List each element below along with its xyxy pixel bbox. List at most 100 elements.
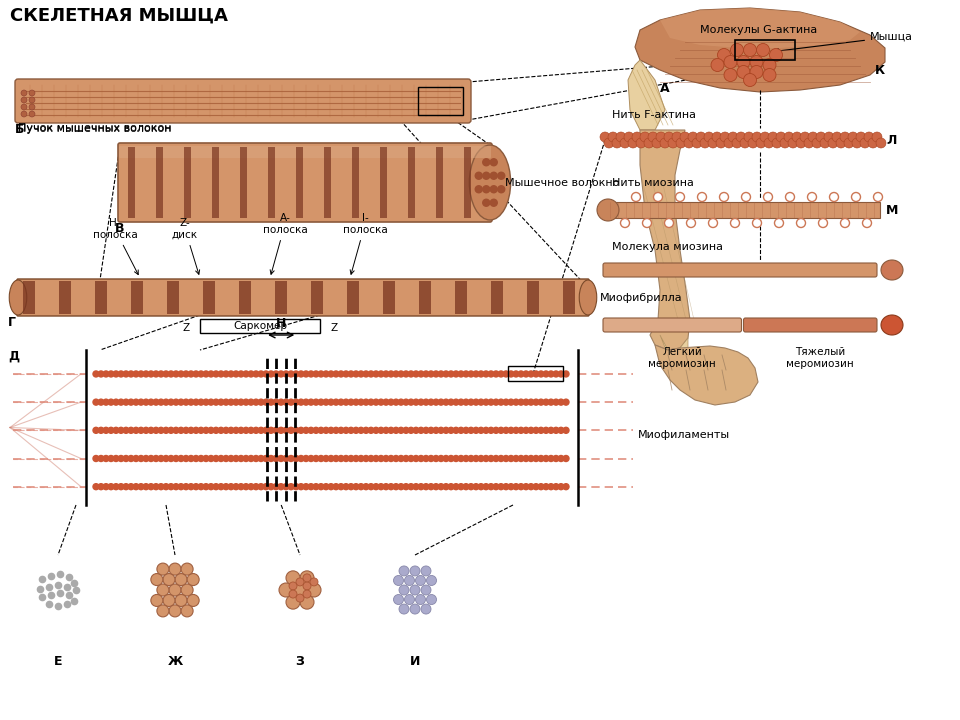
- Circle shape: [108, 484, 114, 490]
- Bar: [240, 147, 247, 218]
- Circle shape: [797, 218, 805, 228]
- Circle shape: [218, 371, 224, 377]
- Text: Миофибрилла: Миофибрилла: [600, 292, 683, 302]
- Circle shape: [253, 456, 259, 462]
- Circle shape: [421, 566, 431, 576]
- Circle shape: [148, 427, 154, 433]
- Circle shape: [473, 399, 479, 405]
- Circle shape: [178, 484, 184, 490]
- Circle shape: [288, 371, 294, 377]
- Bar: [352, 147, 359, 218]
- Circle shape: [852, 192, 860, 202]
- Circle shape: [543, 427, 549, 433]
- Text: Z: Z: [330, 323, 337, 333]
- Circle shape: [268, 456, 274, 462]
- FancyBboxPatch shape: [603, 318, 741, 332]
- Circle shape: [844, 138, 854, 148]
- Circle shape: [518, 427, 524, 433]
- Circle shape: [303, 574, 311, 582]
- Circle shape: [488, 399, 494, 405]
- Circle shape: [348, 427, 354, 433]
- Circle shape: [491, 186, 497, 193]
- Circle shape: [21, 111, 27, 117]
- Circle shape: [108, 427, 114, 433]
- Circle shape: [503, 427, 509, 433]
- Circle shape: [398, 427, 404, 433]
- Bar: [436, 147, 443, 218]
- Text: Ж: Ж: [167, 655, 182, 668]
- Circle shape: [181, 605, 193, 617]
- Circle shape: [528, 456, 534, 462]
- Circle shape: [548, 456, 554, 462]
- Text: Z-
диск: Z- диск: [172, 218, 200, 274]
- Circle shape: [458, 399, 464, 405]
- Circle shape: [138, 371, 144, 377]
- Circle shape: [173, 371, 179, 377]
- Circle shape: [421, 604, 431, 614]
- Circle shape: [248, 371, 254, 377]
- Circle shape: [528, 371, 534, 377]
- Circle shape: [128, 427, 134, 433]
- Circle shape: [243, 371, 249, 377]
- Circle shape: [128, 399, 134, 405]
- Circle shape: [143, 399, 149, 405]
- Circle shape: [483, 186, 490, 193]
- Circle shape: [188, 484, 194, 490]
- Text: И: И: [410, 655, 420, 668]
- Circle shape: [203, 484, 209, 490]
- Circle shape: [563, 484, 569, 490]
- Circle shape: [158, 399, 164, 405]
- Circle shape: [203, 456, 209, 462]
- Bar: [464, 147, 471, 218]
- Circle shape: [358, 427, 364, 433]
- Circle shape: [303, 399, 309, 405]
- Circle shape: [523, 427, 529, 433]
- Circle shape: [298, 399, 304, 405]
- Circle shape: [664, 218, 674, 228]
- Circle shape: [518, 371, 524, 377]
- Circle shape: [553, 484, 559, 490]
- Circle shape: [672, 132, 682, 142]
- Circle shape: [416, 575, 425, 585]
- Circle shape: [188, 399, 194, 405]
- Circle shape: [253, 427, 259, 433]
- Circle shape: [163, 595, 175, 606]
- Circle shape: [724, 68, 737, 81]
- Text: I-
полоска: I- полоска: [343, 213, 388, 274]
- Circle shape: [93, 371, 99, 377]
- Circle shape: [393, 484, 399, 490]
- Circle shape: [743, 43, 756, 56]
- Circle shape: [238, 399, 244, 405]
- Circle shape: [528, 484, 534, 490]
- Circle shape: [188, 456, 194, 462]
- Circle shape: [353, 484, 359, 490]
- Circle shape: [383, 371, 389, 377]
- Circle shape: [308, 427, 314, 433]
- Circle shape: [443, 427, 449, 433]
- Circle shape: [156, 605, 169, 617]
- Circle shape: [393, 371, 399, 377]
- Circle shape: [123, 427, 129, 433]
- Circle shape: [156, 584, 169, 596]
- Circle shape: [223, 427, 229, 433]
- Circle shape: [408, 399, 414, 405]
- Circle shape: [493, 399, 499, 405]
- Circle shape: [343, 427, 349, 433]
- Circle shape: [731, 218, 739, 228]
- Circle shape: [528, 427, 534, 433]
- Circle shape: [323, 427, 329, 433]
- Circle shape: [108, 371, 114, 377]
- Circle shape: [288, 427, 294, 433]
- Circle shape: [293, 427, 299, 433]
- Circle shape: [303, 590, 311, 598]
- Circle shape: [731, 43, 743, 56]
- Circle shape: [238, 456, 244, 462]
- Circle shape: [508, 484, 514, 490]
- Bar: [212, 147, 219, 218]
- Circle shape: [21, 90, 27, 96]
- Circle shape: [538, 456, 544, 462]
- Circle shape: [298, 484, 304, 490]
- Circle shape: [263, 399, 269, 405]
- Text: Нить миозина: Нить миозина: [612, 178, 694, 188]
- Circle shape: [784, 132, 794, 142]
